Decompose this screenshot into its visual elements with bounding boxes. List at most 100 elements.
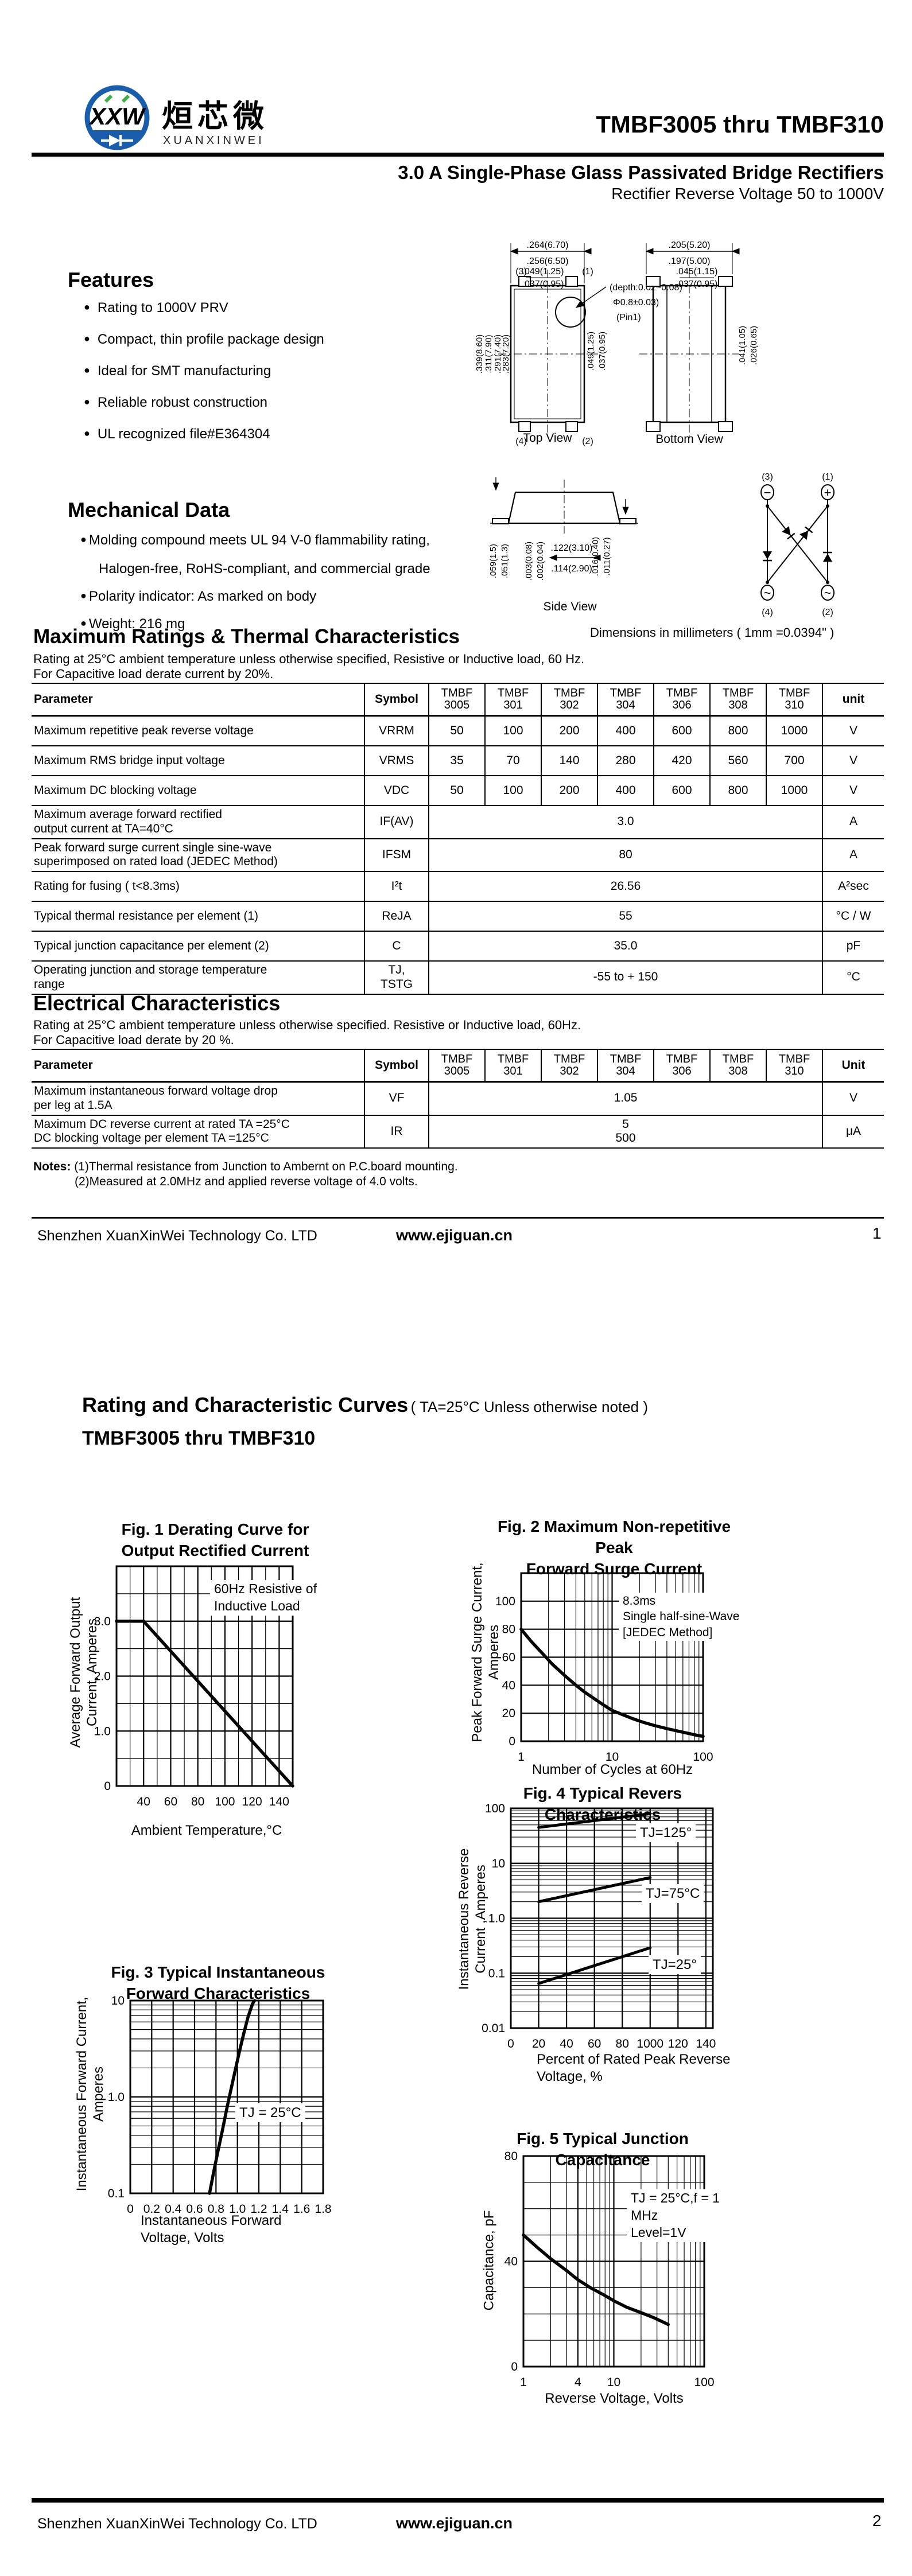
terminal-label: (2) <box>822 608 833 617</box>
svg-text:40: 40 <box>502 1679 515 1692</box>
fig1-annotation: 60Hz Resistive of Inductive Load <box>210 1580 321 1616</box>
fig4-label-75: TJ=75°C <box>642 1884 704 1904</box>
table-cell: A <box>822 805 884 839</box>
svg-text:120: 120 <box>668 2037 688 2050</box>
dim-text: .339(8.60) <box>475 334 484 373</box>
table-cell: 1.05 <box>428 1081 823 1116</box>
svg-text:2.0: 2.0 <box>94 1670 111 1683</box>
ratings-subtext1: Rating at 25°C ambient temperature unles… <box>33 652 585 666</box>
notes-line2: (2)Measured at 2.0MHz and applied revers… <box>75 1175 418 1188</box>
table-cell: 26.56 <box>428 871 823 902</box>
table-cell: 35 <box>428 745 486 776</box>
fig4-ylabel: Instantaneous Reverse Current ,Amperes <box>456 1848 488 1990</box>
table-cell: Maximum repetitive peak reverse voltage <box>32 715 365 746</box>
pin1-note: (Pin1) <box>616 313 641 322</box>
diode-icon <box>782 526 795 540</box>
ac-icon: ~ <box>764 586 771 600</box>
table-cell: 400 <box>597 775 654 806</box>
plus-icon: + <box>824 485 832 500</box>
table-cell: 280 <box>597 745 654 776</box>
bridge-circuit-diagram: (3) (1) − + ~ ~ (4) (2) <box>760 472 835 617</box>
curve-TJ=75°C <box>537 1876 652 1904</box>
svg-text:60: 60 <box>164 1795 177 1808</box>
fig5-annotation: TJ = 25°C,f = 1 MHz Level=1V <box>627 2189 724 2242</box>
mechanical-item: Weight: 216 mg <box>80 616 185 632</box>
feature-text: Rating to 1000V PRV <box>97 300 228 316</box>
table-cell: Typical junction capacitance per element… <box>32 931 365 962</box>
fig1-title: Fig. 1 Derating Curve for Output Rectifi… <box>121 1520 309 1559</box>
dim-text: .002(0.04) <box>535 542 545 581</box>
table-cell: Typical thermal resistance per element (… <box>32 901 365 932</box>
header-rule <box>32 153 884 157</box>
table-cell: IF(AV) <box>364 805 429 839</box>
table-header-cell: TMBF 304 <box>597 683 654 717</box>
svg-text:20: 20 <box>532 2037 545 2050</box>
dim-text: .003(0.08) <box>524 542 534 581</box>
mechanical-text: Halogen-free, RoHS-compliant, and commer… <box>99 561 430 577</box>
footer-site: www.ejiguan.cn <box>396 1227 513 1244</box>
curves-heading: Rating and Characteristic Curves ( TA=25… <box>82 1393 648 1417</box>
diode-icon <box>800 526 813 540</box>
diode-icon <box>763 551 772 562</box>
table-header-cell: TMBF 3005 <box>428 683 486 717</box>
svg-text:100: 100 <box>485 1803 505 1815</box>
fig2-ylabel: Peak Forward Surge Current, Amperes <box>469 1562 502 1742</box>
logo-green-accent <box>104 94 113 103</box>
logo-diode-icon <box>109 135 121 146</box>
svg-text:10: 10 <box>492 1857 505 1870</box>
logo-green-accent <box>121 94 130 103</box>
svg-text:1: 1 <box>520 2376 527 2389</box>
svg-text:20: 20 <box>502 1707 515 1720</box>
note-text: (1)Thermal resistance from Junction to A… <box>74 1160 458 1173</box>
table-cell: pF <box>822 931 884 962</box>
table-cell: °C <box>822 960 884 995</box>
table-cell: Maximum RMS bridge input voltage <box>32 745 365 776</box>
table-cell: IR <box>364 1114 429 1149</box>
dim-text: .059(1.5) <box>488 544 498 578</box>
table-cell: 100 <box>484 775 542 806</box>
fig5-chart: 1 4 10 100 0 40 80 <box>504 2150 715 2389</box>
dim-text: .049(1.25) <box>522 267 564 277</box>
table-cell: Maximum average forward rectified output… <box>32 805 365 839</box>
table-cell: 1000 <box>766 715 823 746</box>
ratings-table: Parameter Symbol TMBF 3005 TMBF 301 TMBF 302… <box>32 683 884 995</box>
dim-text: .256(6.50) <box>527 256 569 266</box>
svg-text:40: 40 <box>137 1795 150 1808</box>
package-bottom-view-drawing: .205(5.20) .197(5.00) .045(1.15) .037(0.… <box>639 240 759 446</box>
table-cell: 400 <box>597 715 654 746</box>
table-header-cell: TMBF 301 <box>484 683 542 717</box>
curve-TJ=25° <box>537 1946 652 1985</box>
table-header-cell: TMBF 310 <box>766 1049 823 1083</box>
dim-text: .291(7.40) <box>493 334 503 373</box>
table-cell: Operating junction and storage temperatu… <box>32 960 365 995</box>
table-cell: V <box>822 715 884 746</box>
fig3-ylabel: Instantaneous Forward Current, Amperes <box>74 1997 106 2192</box>
dim-text: .051(1.3) <box>500 544 510 578</box>
svg-text:1.0: 1.0 <box>488 1912 505 1925</box>
package-top-view-drawing: .264(6.70) .256(6.50) .049(1.25) .037(0.… <box>475 240 682 446</box>
table-header-cell: TMBF 306 <box>653 683 711 717</box>
table-cell: Maximum DC reverse current at rated TA =… <box>32 1114 365 1149</box>
logo-circle <box>84 85 150 150</box>
fig2-title: Fig. 2 Maximum Non-repetitive Peak Forwa… <box>497 1517 731 1578</box>
curve-output-current-derating <box>115 1620 294 1788</box>
table-cell: μA <box>822 1114 884 1149</box>
table-cell: 600 <box>653 775 711 806</box>
page-number-2: 2 <box>872 2512 882 2530</box>
features-heading: Features <box>68 268 154 291</box>
electrical-subtext1: Rating at 25°C ambient temperature unles… <box>33 1018 581 1032</box>
table-cell: TJ, TSTG <box>364 960 429 995</box>
table-cell: 70 <box>484 745 542 776</box>
table-header-cell: TMBF 304 <box>597 1049 654 1083</box>
table-cell: 80 <box>428 838 823 873</box>
svg-text:0.6: 0.6 <box>186 2203 203 2216</box>
table-cell: VRRM <box>364 715 429 746</box>
curve-forward-characteristic <box>208 1999 257 2195</box>
table-cell: 1000 <box>766 775 823 806</box>
svg-text:1: 1 <box>518 1750 525 1764</box>
bottom-view-caption: Bottom View <box>655 433 723 446</box>
svg-text:100: 100 <box>495 1595 515 1608</box>
svg-text:1.2: 1.2 <box>250 2203 267 2216</box>
dim-text: .037(0.95) <box>676 279 718 289</box>
svg-text:0.1: 0.1 <box>108 2187 125 2200</box>
